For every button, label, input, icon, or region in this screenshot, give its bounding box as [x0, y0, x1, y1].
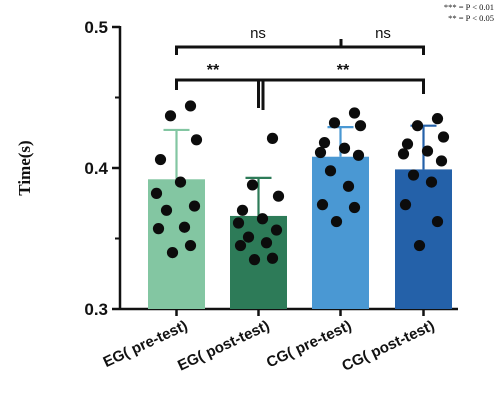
data-point — [401, 138, 414, 150]
data-point — [232, 217, 245, 229]
data-point — [152, 223, 165, 235]
data-point — [421, 145, 434, 157]
data-points — [150, 100, 450, 266]
data-point — [188, 200, 201, 212]
bars — [148, 156, 452, 309]
data-point — [178, 221, 191, 233]
data-point — [190, 134, 203, 146]
data-point — [348, 201, 361, 214]
significance-note: *** = P < 0.01 — [444, 2, 494, 12]
data-point — [324, 165, 337, 177]
data-point — [338, 142, 351, 154]
data-point — [431, 215, 444, 228]
data-point — [342, 180, 355, 192]
sig-label-ns: ns — [375, 25, 391, 42]
y-tick-label: 0.3 — [84, 300, 108, 319]
data-point — [407, 169, 420, 181]
y-tick-label: 0.5 — [84, 18, 108, 37]
x-category-label: EG( post-test) — [175, 317, 272, 374]
data-point — [425, 176, 438, 188]
data-point — [234, 239, 247, 252]
x-category-label: CG( post-test) — [339, 317, 437, 375]
x-axis-labels: EG( pre-test)EG( post-test)CG( pre-test)… — [101, 317, 438, 375]
data-point — [260, 237, 273, 249]
bar-3 — [312, 156, 369, 309]
data-point — [184, 239, 197, 252]
data-point — [270, 224, 283, 236]
data-point — [330, 215, 343, 228]
data-point — [166, 247, 179, 259]
bracket-lower — [175, 78, 425, 94]
error-bars — [163, 124, 437, 316]
data-point — [413, 239, 426, 252]
sig-label-star: ** — [337, 62, 350, 79]
data-point — [272, 190, 285, 202]
data-point — [348, 107, 361, 119]
data-point — [150, 187, 163, 199]
data-point — [266, 252, 279, 264]
data-point — [316, 199, 329, 211]
data-point — [242, 231, 255, 243]
significance-note: ** = P < 0.05 — [448, 13, 494, 23]
data-point — [435, 155, 448, 167]
sig-label-ns: ns — [250, 25, 266, 42]
y-axis-label: Time(s) — [15, 140, 34, 195]
data-point — [236, 204, 249, 216]
data-point — [397, 148, 410, 160]
data-point — [160, 204, 173, 216]
data-point — [399, 199, 412, 211]
data-point — [328, 117, 341, 129]
significance-brackets: ns ns ** ** — [175, 25, 425, 110]
significance-legend: *** = P < 0.01** = P < 0.05 — [444, 2, 494, 23]
data-point — [256, 213, 269, 225]
data-point — [246, 179, 259, 191]
bar-4 — [395, 169, 452, 309]
y-tick-label: 0.4 — [84, 159, 108, 178]
data-point — [431, 113, 444, 125]
data-point — [352, 149, 365, 161]
data-point — [266, 132, 279, 144]
data-point — [164, 110, 177, 122]
sig-label-star: ** — [207, 62, 220, 79]
data-point — [354, 120, 367, 132]
data-point — [154, 153, 167, 166]
bracket-top — [175, 45, 425, 55]
data-point — [184, 100, 197, 112]
data-point — [411, 120, 424, 132]
data-point — [174, 176, 187, 188]
data-point — [318, 137, 331, 149]
data-point — [248, 254, 261, 266]
data-point — [314, 146, 327, 159]
data-point — [437, 131, 450, 143]
